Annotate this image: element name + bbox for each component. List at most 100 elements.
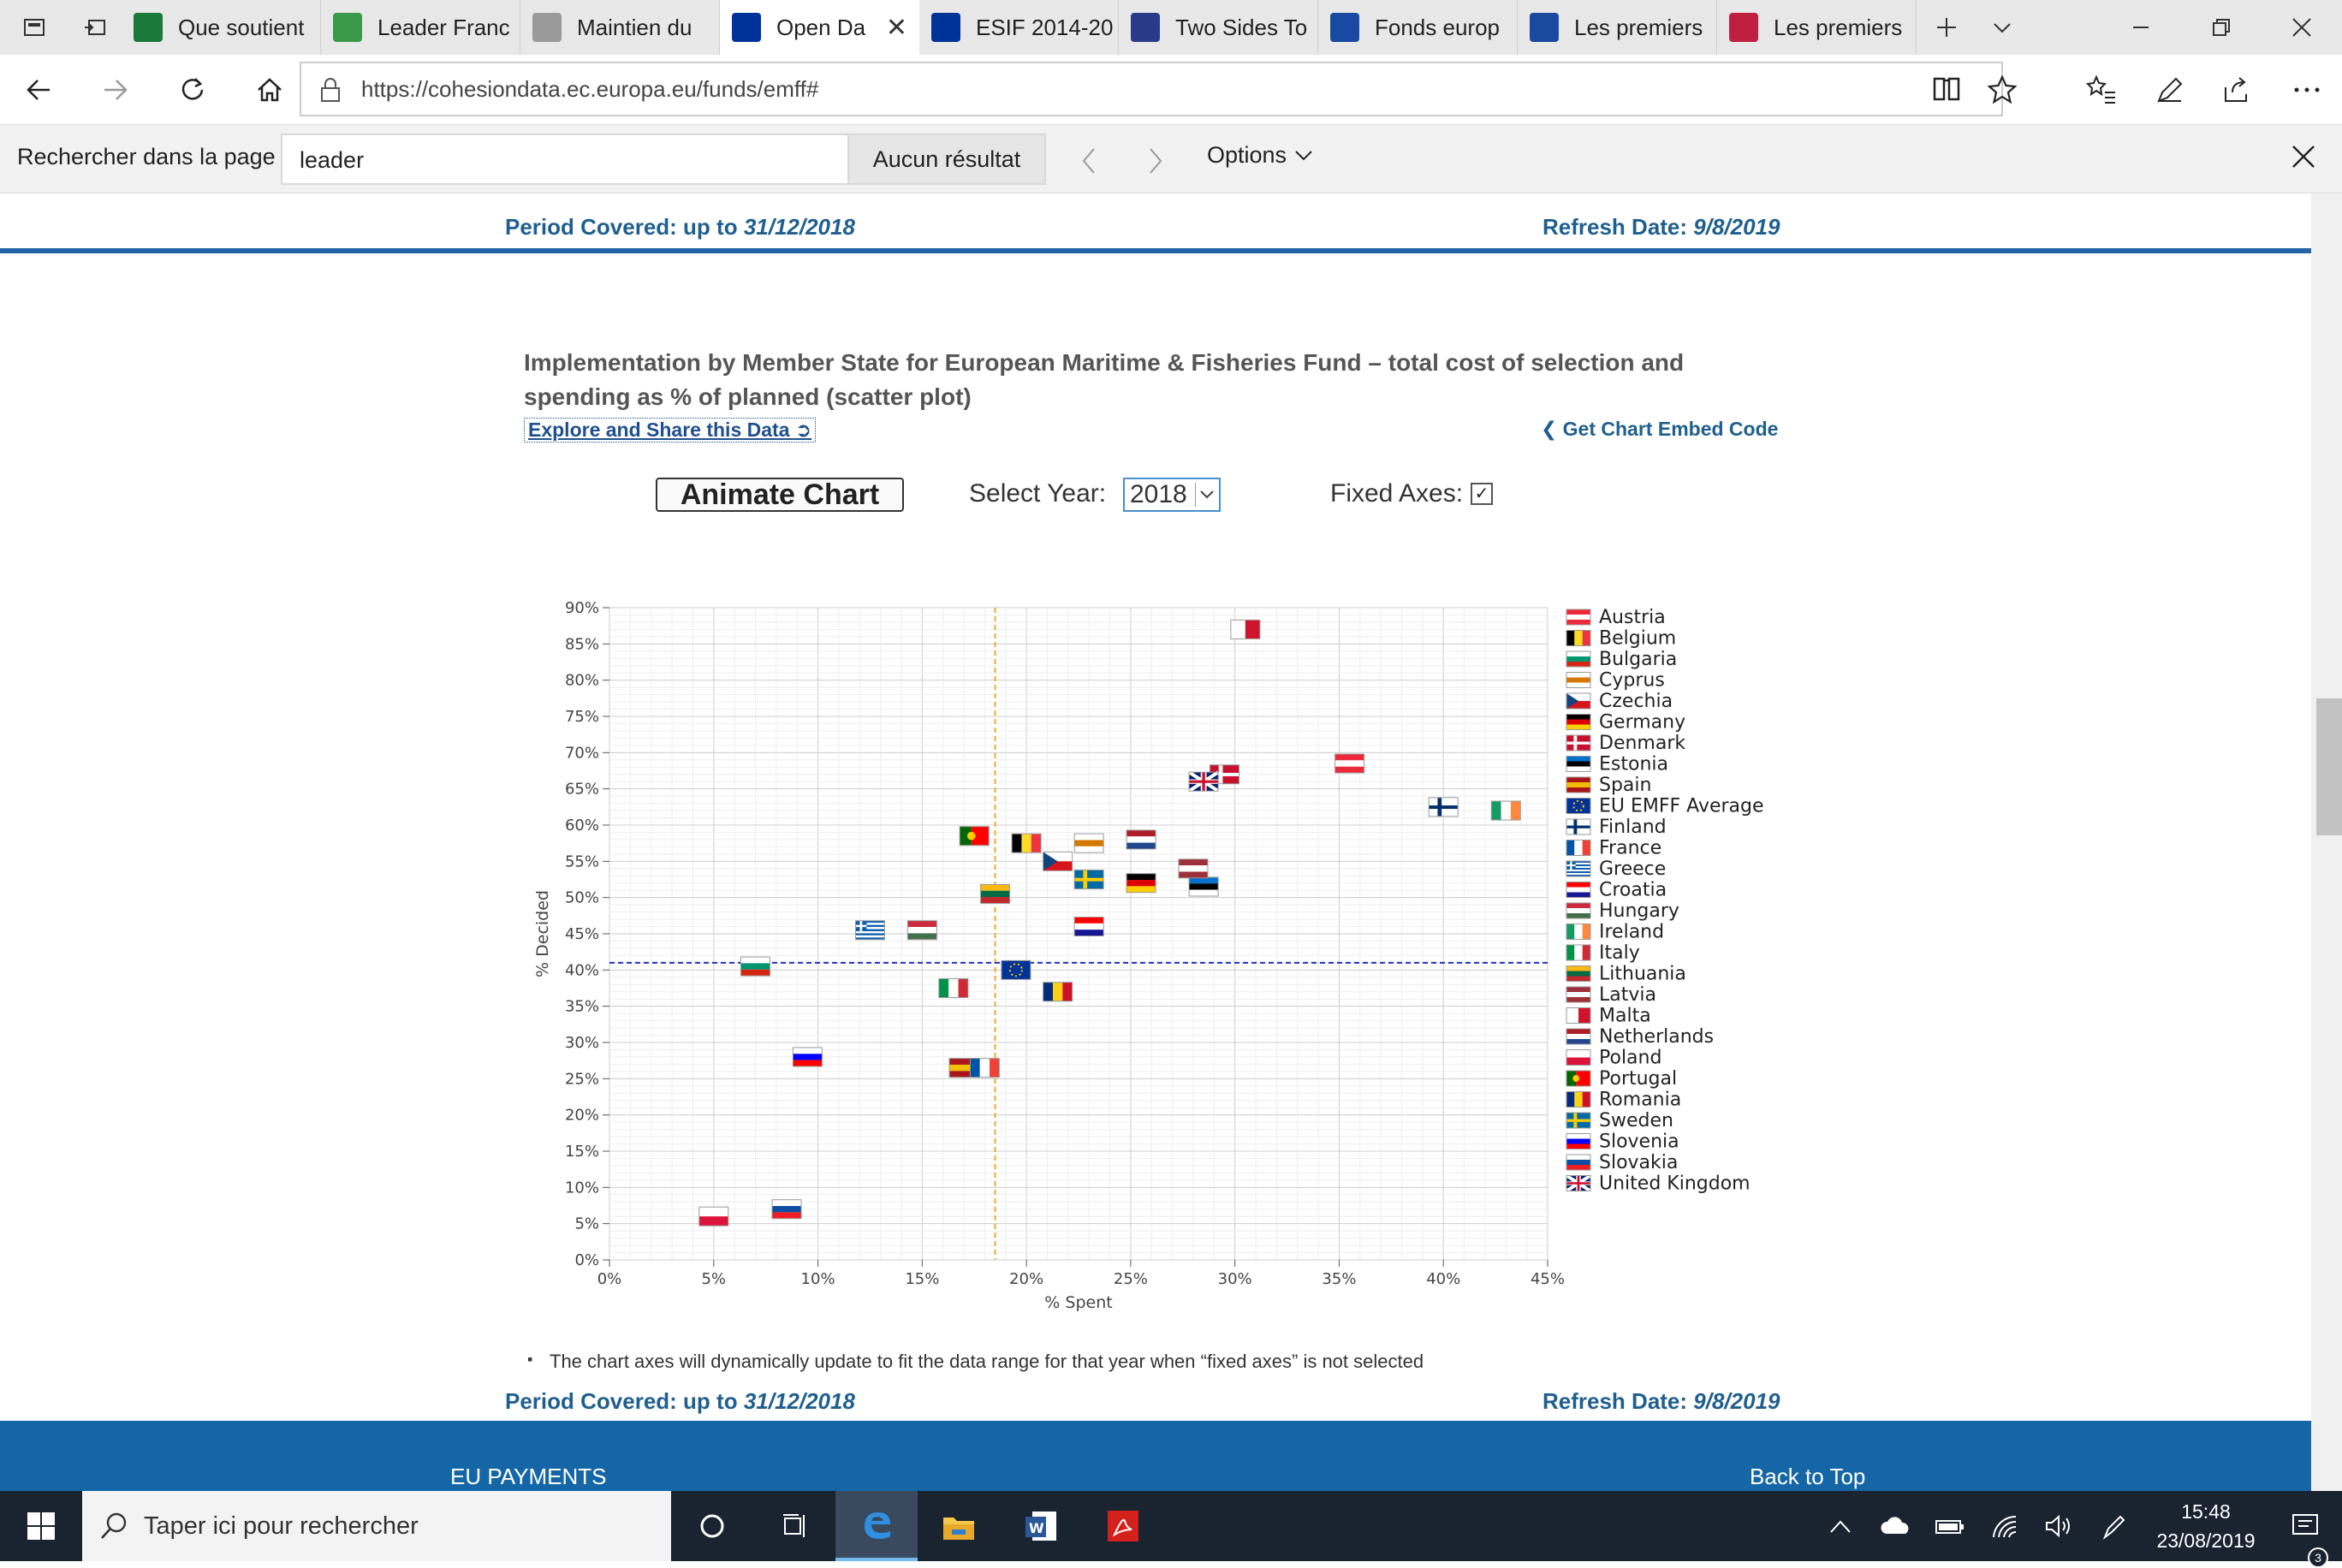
scrollbar-thumb[interactable] bbox=[2316, 698, 2342, 835]
legend-item[interactable]: Denmark bbox=[1566, 733, 1685, 754]
reading-view-icon[interactable] bbox=[1932, 75, 1961, 103]
scatter-point-greece[interactable] bbox=[854, 920, 885, 941]
scatter-point-latvia[interactable] bbox=[1178, 858, 1209, 879]
close-window-icon[interactable] bbox=[2262, 0, 2342, 55]
pen-notes-icon[interactable] bbox=[2140, 55, 2200, 125]
legend-item[interactable]: Bulgaria bbox=[1566, 649, 1677, 670]
legend-item[interactable]: Czechia bbox=[1566, 691, 1673, 712]
scatter-point-bulgaria[interactable] bbox=[740, 956, 770, 977]
back-to-top-link[interactable]: Back to Top bbox=[1750, 1464, 1866, 1489]
scatter-point-portugal[interactable] bbox=[959, 826, 990, 846]
animate-chart-button[interactable]: Animate Chart bbox=[656, 478, 904, 512]
scatter-point-malta[interactable] bbox=[1230, 619, 1261, 639]
legend-item[interactable]: Malta bbox=[1566, 1006, 1651, 1027]
notifications-icon[interactable]: 3 bbox=[2270, 1513, 2342, 1568]
scatter-point-belgium[interactable] bbox=[1011, 833, 1042, 853]
acrobat-icon[interactable] bbox=[1082, 1491, 1164, 1561]
scatter-point-croatia[interactable] bbox=[1073, 917, 1104, 937]
scatter-point-slovakia[interactable] bbox=[771, 1199, 802, 1220]
scatter-point-hungary[interactable] bbox=[906, 920, 937, 941]
scatter-point-austria[interactable] bbox=[1334, 753, 1365, 774]
scatter-point-slovenia[interactable] bbox=[792, 1047, 823, 1067]
more-menu-icon[interactable] bbox=[2277, 55, 2337, 125]
legend-item[interactable]: United Kingdom bbox=[1565, 1173, 1751, 1195]
legend-item[interactable]: Italy bbox=[1566, 942, 1640, 964]
onedrive-icon[interactable] bbox=[1868, 1517, 1923, 1535]
minimize-icon[interactable] bbox=[2101, 0, 2181, 55]
scatter-point-ireland[interactable] bbox=[1490, 800, 1521, 821]
legend-item[interactable]: Romania bbox=[1566, 1090, 1681, 1111]
show-hidden-icons-icon[interactable] bbox=[1813, 1518, 1868, 1534]
legend-item[interactable]: Germany bbox=[1566, 712, 1685, 734]
browser-tab[interactable]: Leader Franc bbox=[321, 0, 520, 55]
home-icon[interactable] bbox=[231, 55, 308, 125]
explore-share-link[interactable]: Explore and Share this Data ➲ bbox=[524, 418, 817, 442]
windows-start-icon[interactable] bbox=[0, 1491, 82, 1561]
scatter-point-finland[interactable] bbox=[1428, 797, 1459, 817]
legend-item[interactable]: Cyprus bbox=[1566, 670, 1665, 692]
taskbar-search-input[interactable]: Taper ici pour rechercher bbox=[82, 1491, 671, 1561]
legend-item[interactable]: Spain bbox=[1566, 775, 1651, 796]
scatter-point-lithuania[interactable] bbox=[980, 883, 1011, 904]
browser-tab[interactable]: Les premiers bbox=[1518, 0, 1717, 55]
tab-actions-icon[interactable] bbox=[0, 0, 68, 55]
back-icon[interactable] bbox=[0, 55, 77, 125]
url-input[interactable]: https://cohesiondata.ec.europa.eu/funds/… bbox=[300, 62, 2017, 116]
share-icon[interactable] bbox=[2207, 55, 2267, 125]
browser-tab[interactable]: Open Da ✕ bbox=[720, 0, 919, 55]
scatter-point-germany[interactable] bbox=[1126, 873, 1156, 894]
wifi-icon[interactable] bbox=[1977, 1513, 2032, 1539]
find-previous-icon[interactable] bbox=[1072, 144, 1106, 178]
close-tab-icon[interactable]: ✕ bbox=[885, 13, 907, 42]
pen-workspace-icon[interactable] bbox=[2087, 1512, 2142, 1541]
scatter-point-france[interactable] bbox=[969, 1058, 1000, 1078]
volume-icon[interactable] bbox=[2032, 1513, 2087, 1539]
legend-item[interactable]: Slovakia bbox=[1566, 1152, 1678, 1173]
refresh-icon[interactable] bbox=[154, 55, 231, 125]
taskbar-clock[interactable]: 15:48 23/08/2019 bbox=[2142, 1497, 2270, 1555]
legend-item[interactable]: EU EMFF Average bbox=[1566, 796, 1764, 817]
scatter-point-cyprus[interactable] bbox=[1073, 833, 1104, 853]
scatter-point-netherlands[interactable] bbox=[1126, 829, 1156, 850]
legend-item[interactable]: Slovenia bbox=[1566, 1131, 1679, 1153]
tab-list-chevron-icon[interactable] bbox=[1976, 0, 2028, 55]
close-find-icon[interactable] bbox=[2291, 144, 2316, 174]
legend-item[interactable]: Austria bbox=[1566, 607, 1666, 628]
set-aside-tabs-icon[interactable] bbox=[68, 0, 122, 55]
scatter-point-romania[interactable] bbox=[1043, 982, 1073, 1002]
new-tab-icon[interactable] bbox=[1917, 0, 1976, 55]
scatter-point-italy[interactable] bbox=[938, 978, 969, 998]
scatter-point-united-kingdom[interactable] bbox=[1188, 770, 1220, 793]
browser-tab[interactable]: ESIF 2014-20 bbox=[919, 0, 1119, 55]
year-select[interactable]: 2018 bbox=[1123, 478, 1221, 512]
legend-item[interactable]: Estonia bbox=[1566, 754, 1668, 775]
legend-item[interactable]: Hungary bbox=[1566, 900, 1679, 922]
legend-item[interactable]: Sweden bbox=[1566, 1110, 1673, 1131]
scatter-point-estonia[interactable] bbox=[1188, 876, 1219, 897]
file-explorer-icon[interactable] bbox=[918, 1491, 1000, 1561]
legend-item[interactable]: France bbox=[1566, 838, 1661, 859]
browser-tab[interactable]: Les premiers bbox=[1717, 0, 1917, 55]
restore-icon[interactable] bbox=[2181, 0, 2262, 55]
scatter-point-czechia[interactable] bbox=[1043, 851, 1073, 871]
legend-item[interactable]: Ireland bbox=[1566, 922, 1664, 943]
legend-item[interactable]: Latvia bbox=[1566, 984, 1656, 1006]
forward-icon[interactable] bbox=[77, 55, 154, 125]
page-scrollbar[interactable] bbox=[2311, 193, 2342, 1491]
edge-taskbar-icon[interactable] bbox=[835, 1491, 918, 1561]
scatter-point-eu-emff-average[interactable] bbox=[1001, 959, 1031, 980]
legend-item[interactable]: Lithuania bbox=[1566, 964, 1686, 985]
legend-item[interactable]: Finland bbox=[1566, 817, 1667, 838]
fixed-axes-checkbox[interactable]: ✓ bbox=[1471, 483, 1493, 505]
favorites-list-icon[interactable] bbox=[2072, 55, 2131, 125]
legend-item[interactable]: Portugal bbox=[1566, 1068, 1677, 1090]
browser-tab[interactable]: Two Sides To bbox=[1119, 0, 1318, 55]
find-next-icon[interactable] bbox=[1138, 144, 1173, 178]
legend-item[interactable]: Croatia bbox=[1566, 880, 1667, 901]
embed-code-link[interactable]: ❮ Get Chart Embed Code bbox=[1541, 418, 1778, 441]
legend-item[interactable]: Netherlands bbox=[1566, 1026, 1714, 1048]
browser-tab[interactable]: Que soutient bbox=[122, 0, 321, 55]
favorite-star-icon[interactable] bbox=[1988, 75, 2017, 104]
browser-tab[interactable]: Maintien du bbox=[520, 0, 720, 55]
legend-item[interactable]: Greece bbox=[1566, 858, 1666, 880]
